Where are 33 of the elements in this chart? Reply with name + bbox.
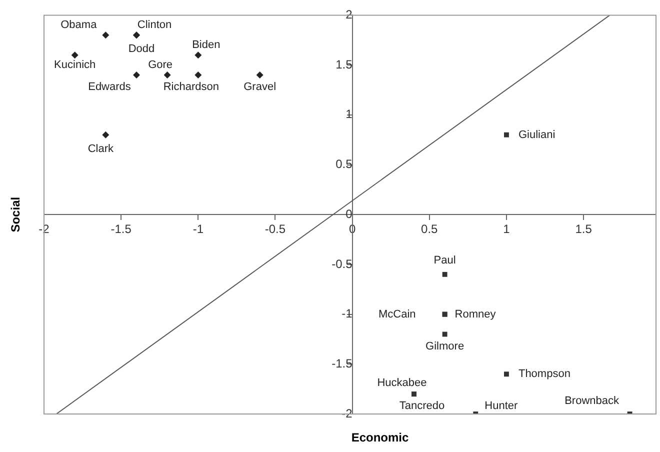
y-tick-label: -1: [342, 306, 353, 321]
annotation: Romney: [454, 308, 496, 320]
annotation: Gravel: [244, 81, 276, 94]
x-tick-label: -1: [192, 222, 204, 236]
annotation: McCain: [378, 308, 416, 320]
annotation: Richardson: [163, 81, 219, 94]
annotation: Huckabee: [377, 377, 427, 390]
annotation: Edwards: [88, 81, 132, 94]
y-tick-label: 1.5: [336, 57, 353, 72]
annotation: Clark: [88, 142, 114, 155]
annotation: Biden: [192, 39, 220, 52]
annotation: Thompson: [518, 368, 570, 380]
annotation: Obama: [60, 19, 98, 32]
x-tick-label: -1.5: [110, 222, 132, 236]
y-tick-label: -1.5: [332, 356, 353, 370]
y-axis-title: Social: [8, 196, 22, 232]
y-tick-label: 0.5: [336, 157, 353, 172]
x-axis-title: Economic: [351, 430, 409, 444]
annotation: Brownback: [564, 395, 620, 408]
annotation: Paul: [434, 254, 456, 266]
annotation: Tancredo: [399, 400, 445, 412]
y-tick-label: -0.5: [332, 256, 353, 271]
x-tick-label: -0.5: [264, 222, 286, 236]
annotation: Gilmore: [426, 340, 464, 352]
annotation: Kucinich: [54, 59, 96, 72]
annotation: Gore: [148, 59, 173, 72]
x-tick-label: 0.5: [421, 222, 438, 236]
annotation: Giuliani: [518, 128, 556, 141]
annotation: Hunter: [484, 400, 518, 412]
x-tick-label: 1: [503, 222, 510, 236]
annotation: Clinton: [137, 19, 172, 32]
x-tick-label: 1.5: [575, 222, 592, 236]
annotation: Dodd: [128, 43, 155, 56]
